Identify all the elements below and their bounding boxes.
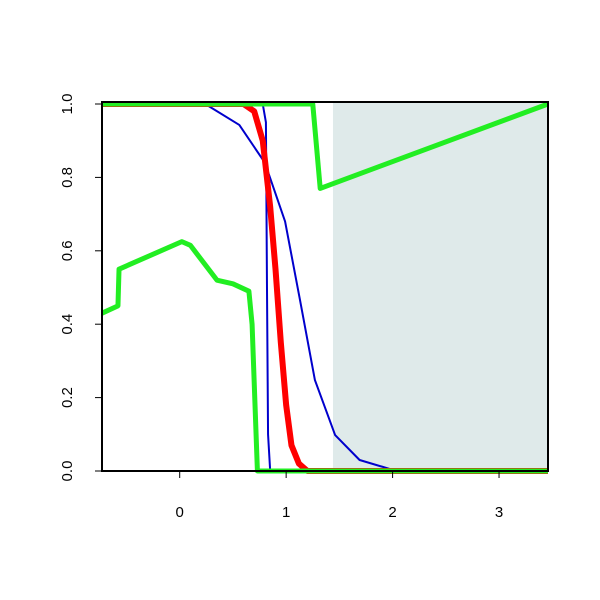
y-tick-label: 1.0	[59, 94, 76, 115]
line	[102, 101, 548, 474]
x-tick-label: 1	[282, 504, 290, 521]
y-tick-label: 0.6	[59, 240, 76, 261]
y-tick-label: 0.8	[59, 167, 76, 188]
x-tick-label: 3	[495, 504, 503, 521]
plot-frame	[101, 101, 549, 472]
y-tick-label: 0.0	[59, 461, 76, 482]
x-tick-label: 0	[176, 504, 184, 521]
line	[102, 103, 549, 472]
y-tick-label: 0.4	[59, 314, 76, 335]
line	[100, 239, 548, 474]
x-tick-label: 2	[388, 504, 396, 521]
shaded-region	[332, 102, 548, 471]
line	[102, 101, 549, 191]
y-tick-label: 0.2	[59, 387, 76, 408]
